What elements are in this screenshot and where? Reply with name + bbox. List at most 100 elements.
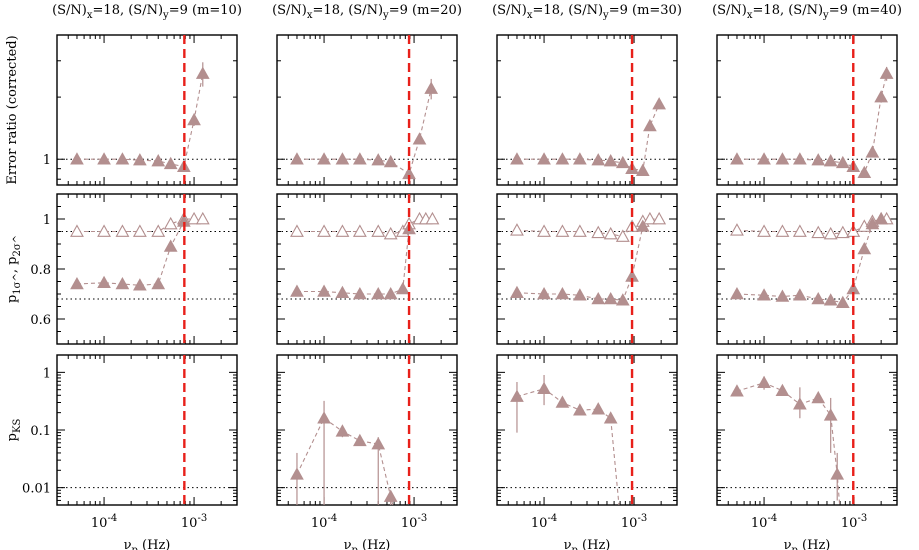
data-point bbox=[290, 152, 304, 165]
data-point bbox=[163, 156, 178, 170]
data-point bbox=[151, 154, 166, 167]
y-tick-label: 0.01 bbox=[22, 482, 51, 497]
data-point bbox=[603, 291, 618, 305]
data-point bbox=[163, 239, 178, 252]
y-axis-label: Error ratio (corrected) bbox=[5, 35, 20, 184]
data-point bbox=[635, 163, 650, 176]
data-point bbox=[555, 286, 570, 300]
y-axis-label: p1σ^, p2σ^ bbox=[5, 235, 23, 303]
y-axis-label: pKS bbox=[5, 419, 23, 442]
panel-r1-c3 bbox=[716, 193, 898, 345]
x-axis-label: νp (Hz) bbox=[784, 538, 831, 550]
data-point bbox=[97, 224, 111, 237]
data-point bbox=[857, 241, 872, 255]
data-point bbox=[317, 284, 331, 297]
panel-r1-c1 bbox=[276, 193, 458, 345]
data-point bbox=[335, 424, 350, 437]
panel-r1-c2 bbox=[496, 193, 678, 345]
panel-r2-c2: 10-4 10-3 νp (Hz) bbox=[496, 354, 678, 550]
data-point bbox=[317, 152, 331, 165]
data-point bbox=[793, 152, 807, 165]
panel-r2-c3: 10-4 10-3 νp (Hz) bbox=[716, 354, 898, 550]
data-point bbox=[353, 286, 367, 300]
plot-area bbox=[57, 211, 237, 300]
data-point bbox=[537, 381, 551, 395]
data-point bbox=[823, 408, 838, 421]
data-point bbox=[652, 211, 667, 225]
data-point bbox=[335, 224, 350, 237]
x-tick-label: 10-3 bbox=[621, 513, 647, 531]
plot-frame bbox=[716, 354, 898, 506]
data-point bbox=[775, 152, 790, 165]
data-point bbox=[510, 285, 524, 299]
data-point bbox=[195, 211, 210, 225]
data-point bbox=[383, 489, 398, 502]
plot-frame bbox=[56, 34, 238, 186]
data-point bbox=[775, 383, 790, 397]
column-title: (S/N)x=18, (S/N)y=9 (m=20) bbox=[272, 3, 462, 21]
data-point bbox=[97, 152, 111, 165]
data-point bbox=[151, 276, 166, 290]
data-point bbox=[70, 276, 84, 290]
data-point bbox=[115, 276, 130, 290]
data-point bbox=[775, 289, 790, 302]
plot-area bbox=[497, 97, 677, 176]
data-point bbox=[573, 152, 587, 165]
data-point bbox=[823, 226, 838, 240]
data-point bbox=[537, 286, 551, 300]
data-point bbox=[603, 154, 618, 167]
data-point bbox=[591, 153, 606, 166]
data-point bbox=[115, 152, 130, 165]
series-line-p2σ bbox=[516, 218, 660, 238]
y-tick-label: 0.1 bbox=[30, 424, 51, 439]
data-point bbox=[757, 375, 771, 389]
series-line-corrected bbox=[736, 73, 888, 174]
data-point bbox=[811, 390, 826, 404]
data-point bbox=[371, 286, 386, 300]
data-point bbox=[317, 411, 331, 424]
data-point bbox=[652, 97, 666, 110]
data-point bbox=[730, 286, 744, 300]
column-title: (S/N)x=18, (S/N)y=9 (m=10) bbox=[52, 3, 242, 21]
panel-r0-c0: 1 (S/N)x=18, (S/N)y=9 (m=10) Error ratio (… bbox=[5, 3, 242, 186]
data-point bbox=[555, 152, 570, 165]
data-point bbox=[573, 288, 587, 301]
data-point bbox=[615, 293, 630, 306]
data-point bbox=[643, 118, 657, 132]
data-point bbox=[793, 397, 807, 410]
y-tick-label: 1 bbox=[43, 366, 51, 381]
data-point bbox=[757, 288, 771, 301]
data-point bbox=[195, 66, 210, 79]
data-point bbox=[879, 66, 894, 79]
column-title: (S/N)x=18, (S/N)y=9 (m=30) bbox=[492, 3, 682, 21]
y-tick-label: 0.8 bbox=[30, 263, 51, 278]
data-point bbox=[537, 152, 551, 165]
data-point bbox=[371, 224, 386, 237]
plot-area bbox=[717, 375, 897, 505]
x-tick-label: 10-4 bbox=[311, 513, 337, 531]
data-point bbox=[830, 467, 845, 480]
data-point bbox=[865, 145, 880, 158]
x-tick-label: 10-3 bbox=[841, 513, 867, 531]
plot-frame bbox=[56, 354, 238, 506]
data-point bbox=[603, 411, 618, 424]
plot-area bbox=[717, 211, 897, 309]
data-point bbox=[555, 395, 570, 408]
data-point bbox=[615, 229, 630, 242]
data-point bbox=[555, 224, 570, 237]
data-point bbox=[395, 281, 410, 295]
x-tick-label: 10-3 bbox=[401, 513, 427, 531]
plot-frame bbox=[496, 34, 678, 186]
data-point bbox=[133, 153, 147, 166]
data-point bbox=[290, 467, 304, 480]
data-point bbox=[70, 224, 84, 237]
series-line-corrected bbox=[516, 103, 660, 172]
data-point bbox=[412, 132, 427, 145]
panel-r2-c1: 10-4 10-3 νp (Hz) bbox=[276, 354, 458, 550]
data-point bbox=[290, 224, 304, 237]
data-point bbox=[857, 165, 872, 179]
data-point bbox=[510, 223, 524, 236]
data-point bbox=[823, 293, 838, 306]
plot-area bbox=[57, 62, 237, 172]
data-point bbox=[730, 223, 744, 236]
